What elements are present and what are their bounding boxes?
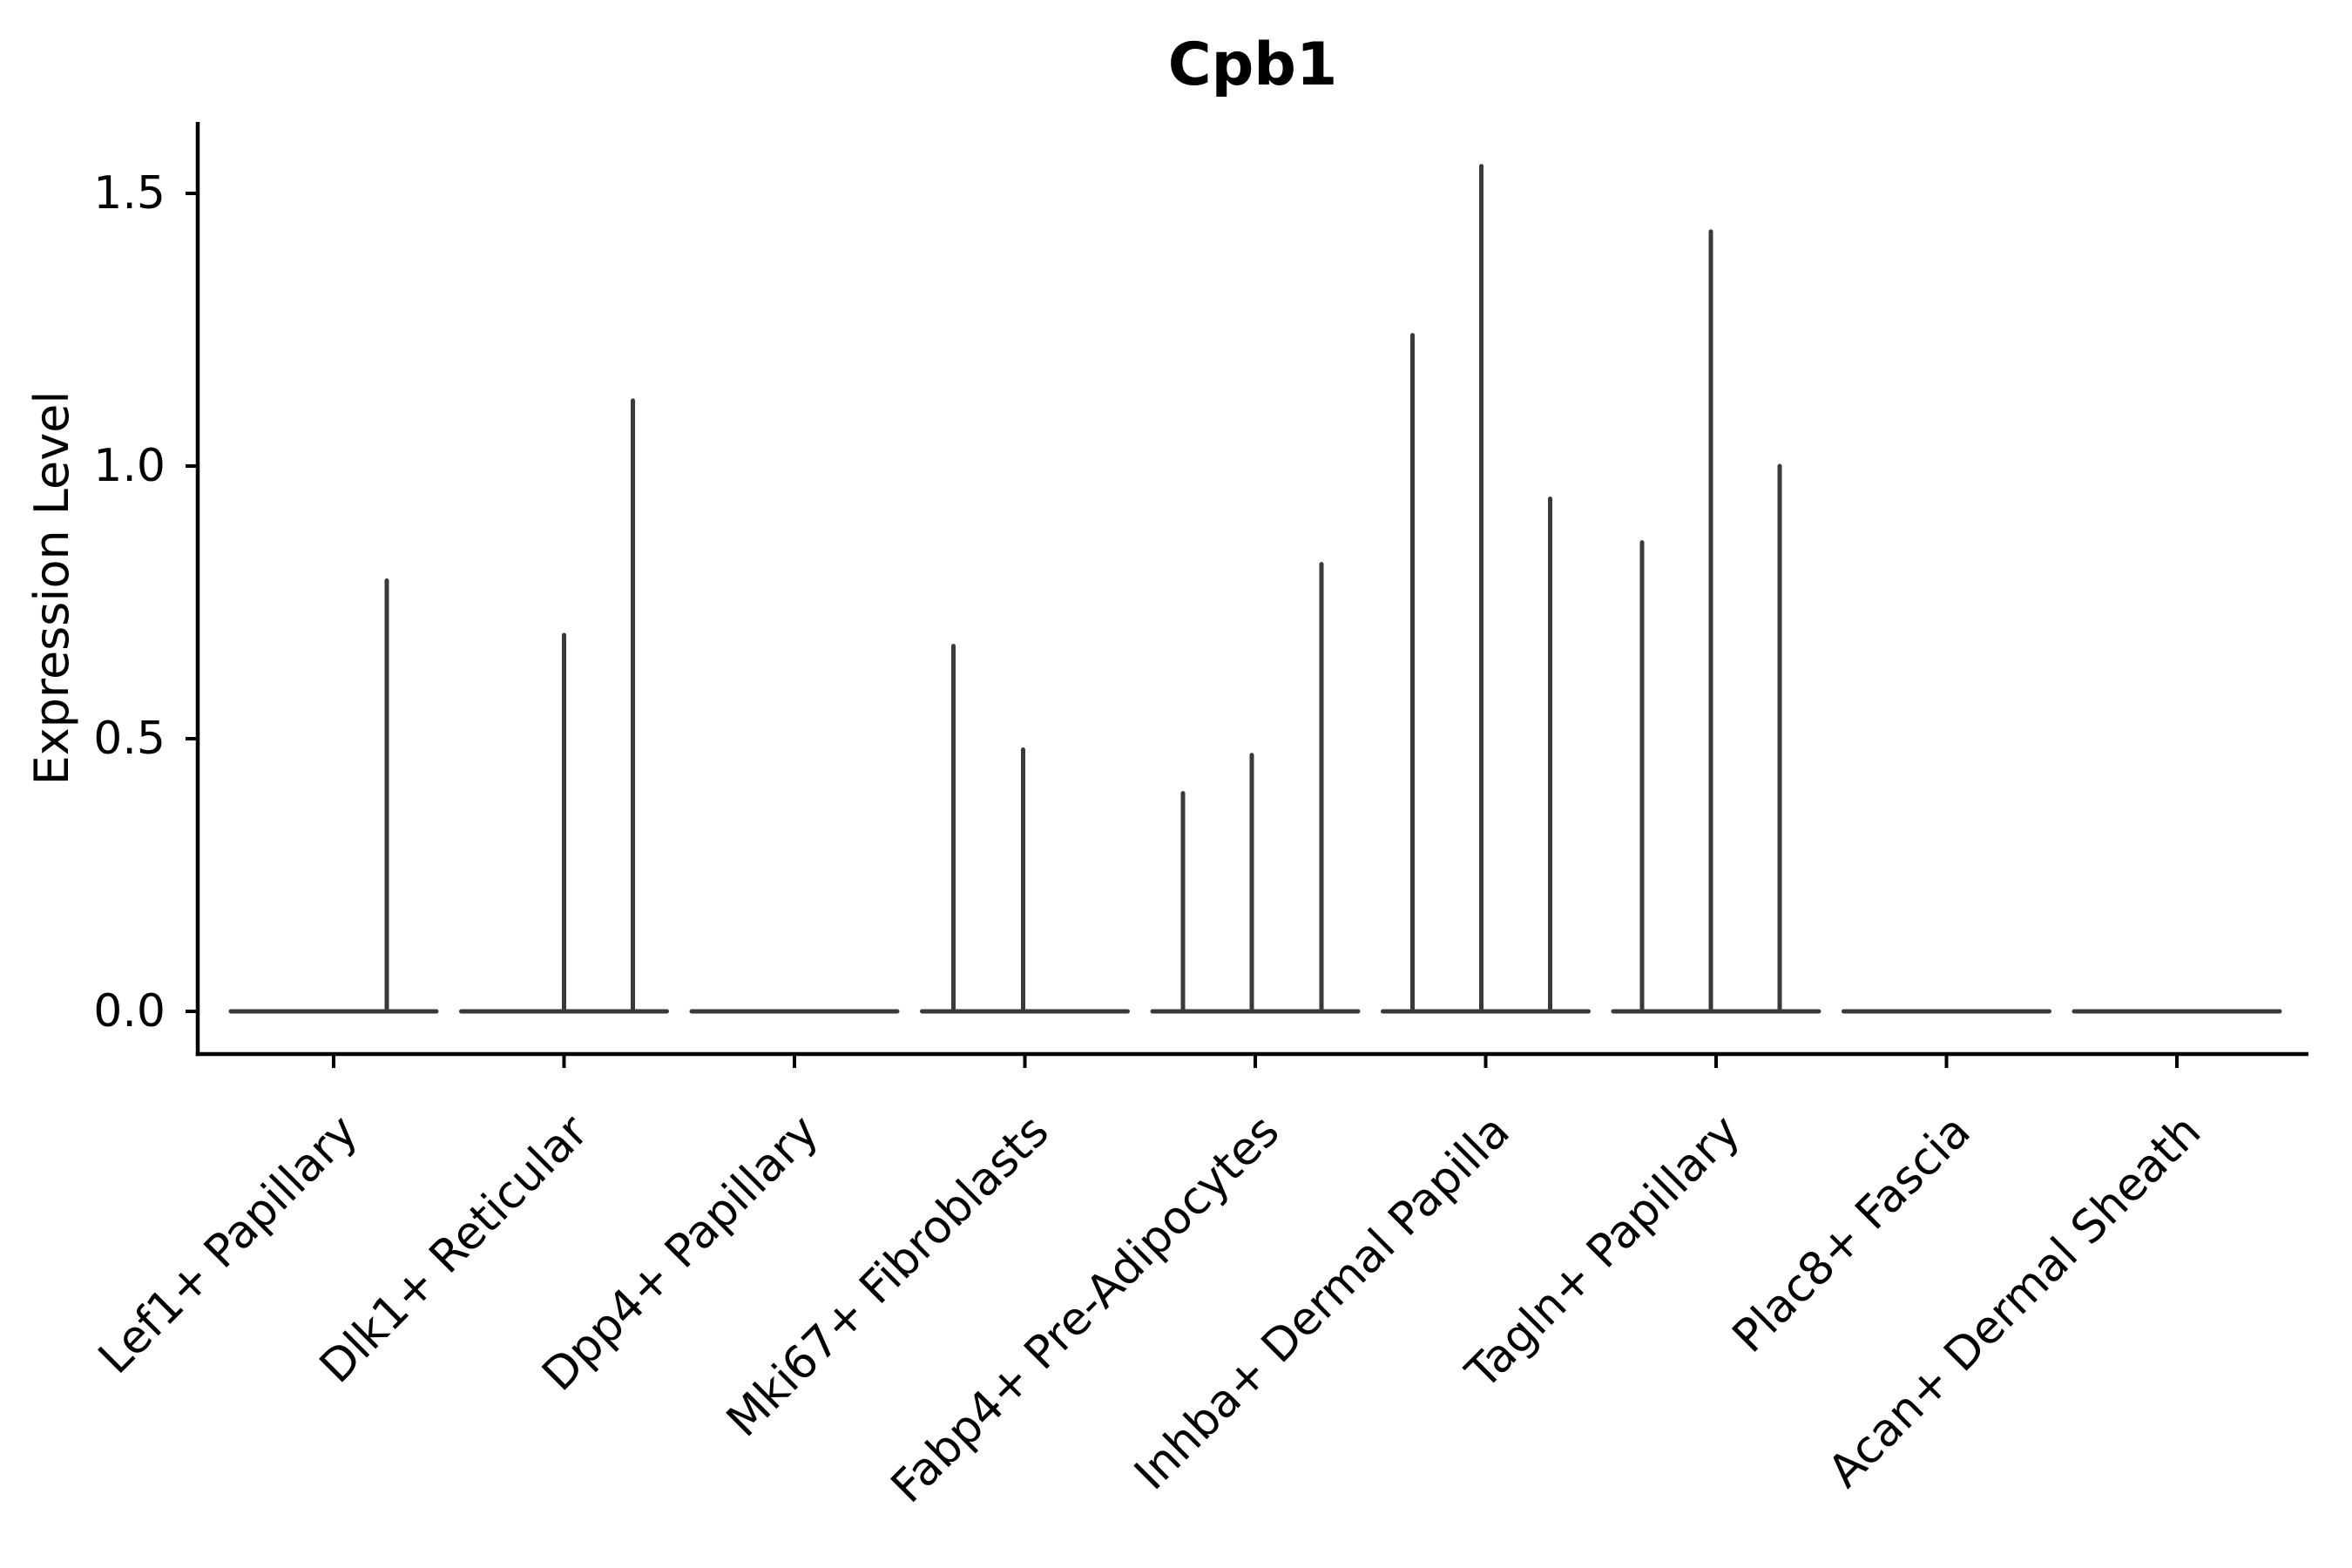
x-tick-label: Plac8+ Fascia (1723, 1105, 1981, 1363)
x-tick-label: Fabp4+ Pre-Adipocytes (882, 1105, 1289, 1513)
x-tick-label: Acan+ Dermal Sheath (1819, 1105, 2212, 1498)
y-tick-label: 0.5 (93, 713, 166, 765)
y-axis-label: Expression Level (24, 391, 79, 786)
y-tick-label: 0.0 (93, 985, 166, 1037)
y-tick-label: 1.5 (93, 167, 166, 220)
chart-title: Cpb1 (1168, 30, 1338, 99)
y-tick-label: 1.0 (93, 440, 166, 492)
x-tick-label: Inhba+ Dermal Papilla (1125, 1105, 1519, 1500)
